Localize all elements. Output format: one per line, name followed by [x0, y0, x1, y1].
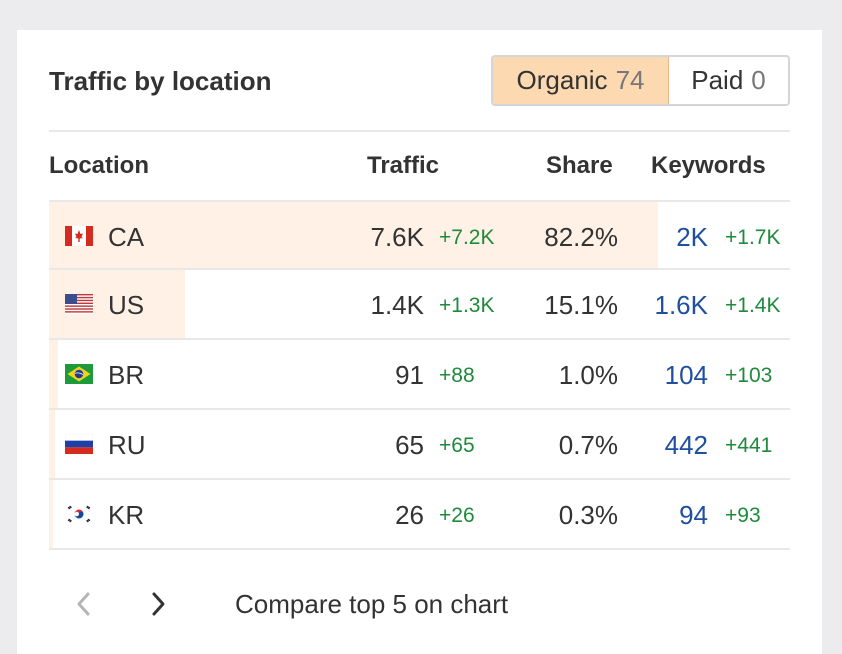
keywords-link[interactable]: 442: [664, 430, 708, 460]
organic-paid-toggle: Organic 74 Paid 0: [491, 55, 790, 106]
share-bar: [49, 202, 658, 268]
table-header: Location Traffic Share Keywords: [17, 153, 822, 183]
table-row[interactable]: RU 65 +65 0.7% 442 +441: [49, 410, 790, 480]
traffic-delta: +7.2K: [439, 226, 495, 249]
russia-flag-icon: [65, 434, 93, 454]
paid-count: 0: [751, 65, 766, 95]
compare-top5-link[interactable]: Compare top 5 on chart: [235, 589, 509, 619]
table-row[interactable]: KR 26 +26 0.3% 94 +93: [49, 480, 790, 550]
traffic-delta: +26: [439, 504, 475, 527]
keywords-delta: +93: [725, 504, 761, 527]
table-row[interactable]: US 1.4K +1.3K 15.1% 1.6K +1.4K: [49, 270, 790, 340]
brazil-flag-icon: [65, 364, 93, 384]
column-header-keywords[interactable]: Keywords: [651, 152, 766, 179]
keywords-link[interactable]: 104: [664, 360, 708, 390]
organic-toggle-button[interactable]: Organic 74: [493, 57, 669, 104]
canada-flag-icon: [65, 226, 93, 246]
organic-label: Organic: [516, 65, 608, 95]
keywords-delta: +1.4K: [725, 294, 781, 317]
location-code: KR: [108, 500, 145, 530]
share-bar: [49, 410, 56, 478]
keywords-delta: +1.7K: [725, 226, 781, 249]
traffic-value: 26: [395, 500, 424, 530]
chevron-right-icon[interactable]: [143, 589, 173, 619]
location-code: CA: [108, 222, 145, 252]
share-bar: [49, 480, 53, 548]
share-value: 82.2%: [544, 222, 618, 252]
keywords-link[interactable]: 2K: [676, 222, 708, 252]
traffic-delta: +88: [439, 364, 475, 387]
share-value: 0.7%: [558, 430, 618, 460]
share-value: 15.1%: [544, 290, 618, 320]
keywords-link[interactable]: 1.6K: [654, 290, 709, 320]
chevron-left-icon[interactable]: [69, 589, 99, 619]
location-code: RU: [108, 430, 146, 460]
paid-label: Paid: [691, 65, 744, 95]
share-bar: [49, 340, 59, 408]
keywords-delta: +441: [725, 434, 773, 457]
column-header-traffic[interactable]: Traffic: [367, 152, 440, 179]
traffic-value: 91: [395, 360, 424, 390]
traffic-delta: +65: [439, 434, 475, 457]
location-table-body: CA 7.6K +7.2K 82.2% 2K +1.7K US 1.4K +1.3K 15.1% 1…: [49, 200, 790, 550]
traffic-delta: +1.3K: [439, 294, 495, 317]
location-code: US: [108, 290, 145, 320]
column-header-share[interactable]: Share: [546, 152, 613, 179]
share-value: 1.0%: [558, 360, 618, 390]
location-code: BR: [108, 360, 145, 390]
column-header-location[interactable]: Location: [49, 152, 149, 179]
share-value: 0.3%: [558, 500, 618, 530]
south-korea-flag-icon: [65, 504, 93, 524]
traffic-by-location-card: Traffic by location Organic 74 Paid 0 Lo…: [17, 30, 822, 654]
traffic-value: 7.6K: [370, 222, 425, 252]
usa-flag-icon: [65, 294, 93, 314]
organic-count: 74: [615, 65, 645, 95]
keywords-delta: +103: [725, 364, 773, 387]
pagination: Compare top 5 on chart: [17, 583, 822, 623]
header-divider: [49, 130, 790, 132]
traffic-value: 65: [395, 430, 424, 460]
paid-toggle-button[interactable]: Paid 0: [669, 57, 788, 104]
traffic-value: 1.4K: [370, 290, 425, 320]
card-title: Traffic by location: [49, 66, 272, 96]
keywords-link[interactable]: 94: [679, 500, 708, 530]
table-row[interactable]: CA 7.6K +7.2K 82.2% 2K +1.7K: [49, 200, 790, 270]
table-row[interactable]: BR 91 +88 1.0% 104 +103: [49, 340, 790, 410]
